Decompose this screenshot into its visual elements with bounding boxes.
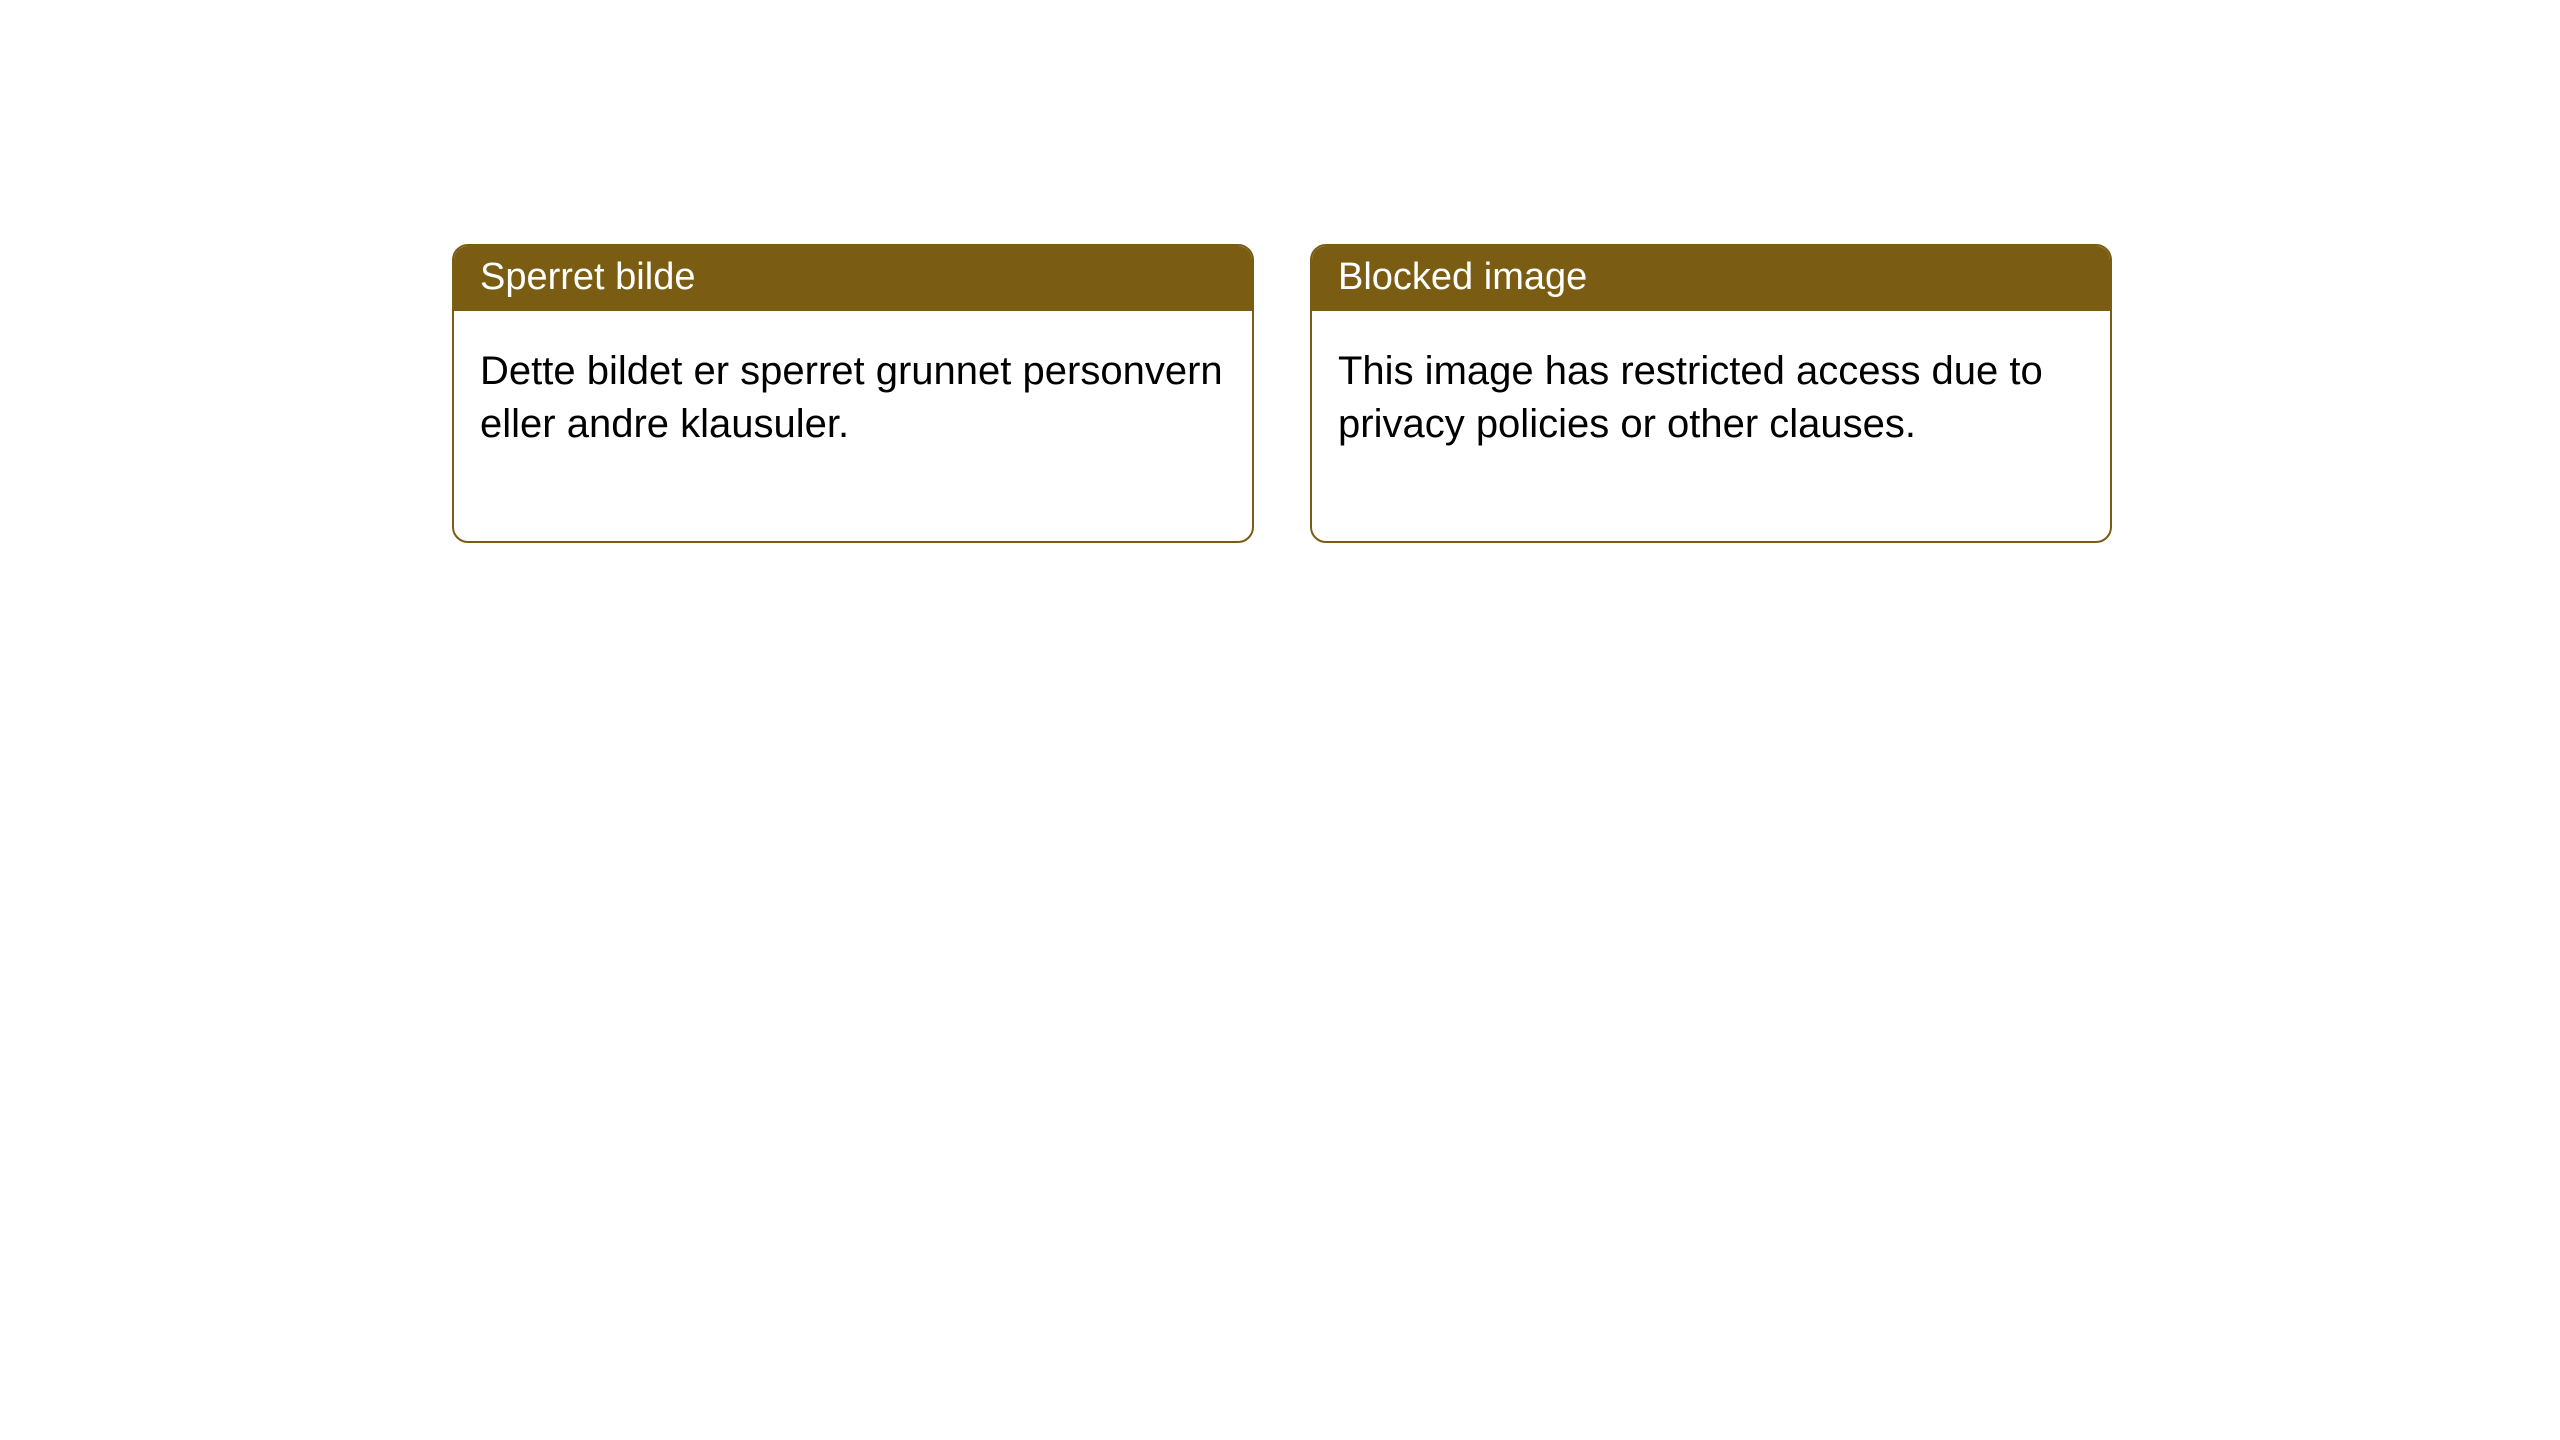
notice-card-english: Blocked image This image has restricted … [1310, 244, 2112, 543]
card-body: Dette bildet er sperret grunnet personve… [454, 311, 1252, 541]
card-body: This image has restricted access due to … [1312, 311, 2110, 541]
notice-container: Sperret bilde Dette bildet er sperret gr… [0, 0, 2560, 543]
card-header: Sperret bilde [454, 246, 1252, 311]
notice-card-norwegian: Sperret bilde Dette bildet er sperret gr… [452, 244, 1254, 543]
card-header: Blocked image [1312, 246, 2110, 311]
